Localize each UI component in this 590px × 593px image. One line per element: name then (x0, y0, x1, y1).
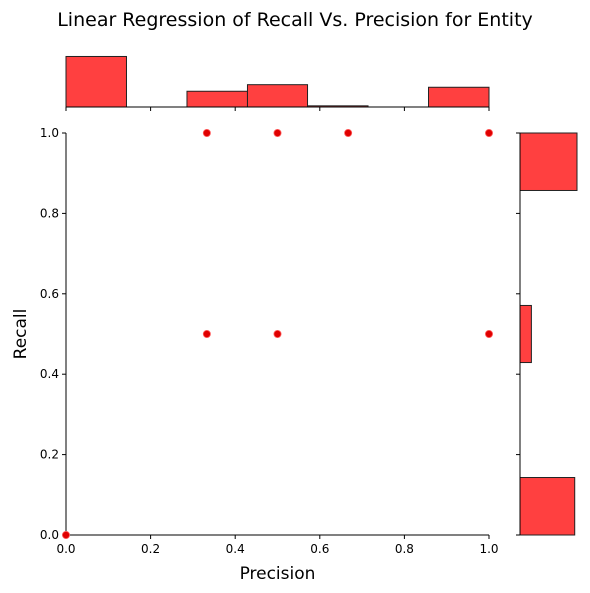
y-tick-label: 1.0 (40, 126, 59, 140)
y-tick-label: 0.6 (40, 287, 59, 301)
scatter-point (344, 128, 353, 137)
scatter-point (484, 329, 493, 338)
y-ticks: 0.0 0.2 0.4 0.6 0.8 1.0 (40, 126, 66, 542)
x-tick-label: 0.4 (226, 542, 245, 556)
x-tick-label: 0.0 (56, 542, 75, 556)
x-tick-label: 1.0 (479, 542, 498, 556)
x-histogram-bar (428, 86, 490, 108)
x-ticks: 0.0 0.2 0.4 0.6 0.8 1.0 (56, 535, 499, 556)
x-tick-label: 0.8 (395, 542, 414, 556)
scatter-point (202, 128, 211, 137)
top-marginal-histogram (65, 55, 490, 111)
x-histogram-bar (65, 55, 127, 108)
y-axis-label: Recall (11, 309, 31, 360)
scatter-points (62, 128, 493, 540)
y-histogram-bar (519, 477, 576, 536)
y-histogram-bar (519, 132, 578, 191)
y-tick-label: 0.2 (40, 448, 59, 462)
y-histogram-bar (519, 304, 532, 364)
scatter-point (202, 329, 211, 338)
right-marginal-histogram (516, 132, 578, 536)
x-axis-label: Precision (240, 564, 316, 584)
scatter-point (273, 128, 282, 137)
x-tick-label: 0.6 (310, 542, 329, 556)
chart-title: Linear Regression of Recall Vs. Precisio… (57, 9, 533, 31)
scatter-point (273, 329, 282, 338)
main-axes: 0.0 0.2 0.4 0.6 0.8 1.0 0.0 0.2 0.4 0.6 0.8 1.0 (40, 126, 499, 556)
y-tick-label: 0.8 (40, 206, 59, 220)
x-histogram-bar (186, 90, 248, 108)
scatter-point (62, 531, 71, 540)
scatter-point (484, 128, 493, 137)
y-tick-label: 0.4 (40, 367, 59, 381)
x-tick-label: 0.2 (141, 542, 160, 556)
x-histogram-bar (246, 84, 309, 108)
y-tick-label: 0.0 (40, 528, 59, 542)
